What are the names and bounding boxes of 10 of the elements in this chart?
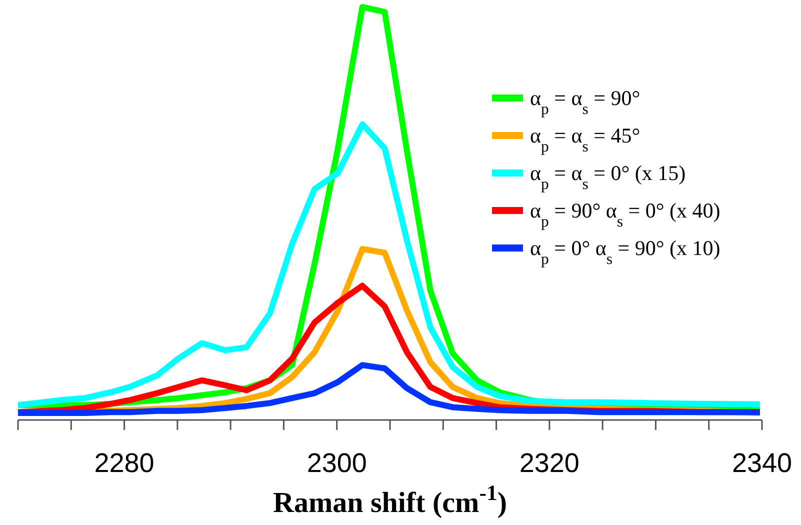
x-axis-title: Raman shift (cm$^{-1}$): [273, 481, 507, 519]
legend-label: α$_{p}$ = α$_{s}$ = 45°: [530, 124, 640, 155]
x-tick-label: 2280: [94, 448, 154, 478]
legend-label: α$_{p}$ = 0° α$_{s}$ = 90° (x 10): [530, 236, 720, 268]
legend-label: α$_{p}$ = 90° α$_{s}$ = 0° (x 40): [530, 198, 720, 230]
x-tick-label: 2320: [519, 448, 580, 478]
x-tick-label: 2300: [306, 448, 367, 478]
legend-label: α$_{p}$ = α$_{s}$ = 90°: [530, 86, 640, 118]
x-tick-label: 2340: [732, 448, 792, 478]
legend-label: α$_{p}$ = α$_{s}$ = 0° (x 15): [530, 161, 686, 192]
